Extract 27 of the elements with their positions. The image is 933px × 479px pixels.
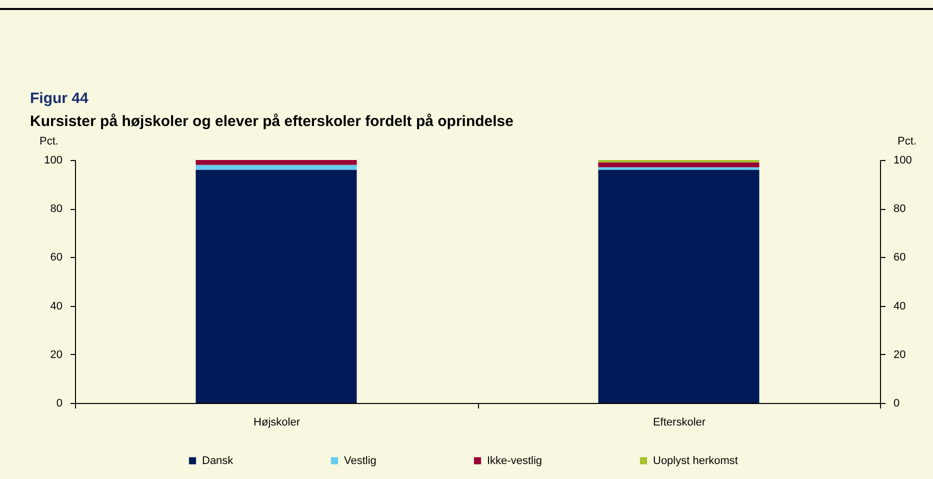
y-tick-label: 20 bbox=[50, 348, 62, 361]
y-tick-label: 60 bbox=[50, 252, 62, 264]
y-tick-label: 80 bbox=[50, 203, 62, 216]
y2-tick-label: 40 bbox=[894, 300, 906, 312]
y2-tick-label: 20 bbox=[894, 348, 906, 361]
y2-axis-title: Pct. bbox=[898, 136, 916, 148]
x-tick-label: Efterskoler bbox=[652, 416, 706, 428]
legend-label: Dansk bbox=[202, 454, 234, 467]
bar bbox=[196, 170, 357, 403]
bar bbox=[598, 162, 760, 168]
y2-tick-label: 80 bbox=[894, 203, 906, 216]
legend-label: Uoplyst herkomst bbox=[653, 454, 738, 467]
y-tick-label: 100 bbox=[44, 154, 62, 166]
y2-tick-label: 100 bbox=[894, 154, 912, 166]
chart-title: Figur 44 bbox=[30, 90, 89, 107]
legend-label: Ikke-vestlig bbox=[487, 454, 542, 467]
bar bbox=[196, 164, 357, 170]
legend-label: Vestlig bbox=[344, 454, 376, 467]
bar bbox=[598, 170, 760, 403]
y-axis-title: Pct. bbox=[40, 136, 58, 148]
y-tick-label: 0 bbox=[56, 398, 62, 410]
x-tick-label: Højskoler bbox=[254, 416, 300, 428]
y2-tick-label: 0 bbox=[894, 398, 900, 410]
bar bbox=[196, 160, 357, 165]
chart-subtitle: Kursister på højskoler og elever på efterskoler fordelt på oprindelse bbox=[30, 113, 514, 130]
y2-tick-label: 60 bbox=[894, 252, 906, 264]
y-tick-label: 40 bbox=[50, 300, 62, 312]
